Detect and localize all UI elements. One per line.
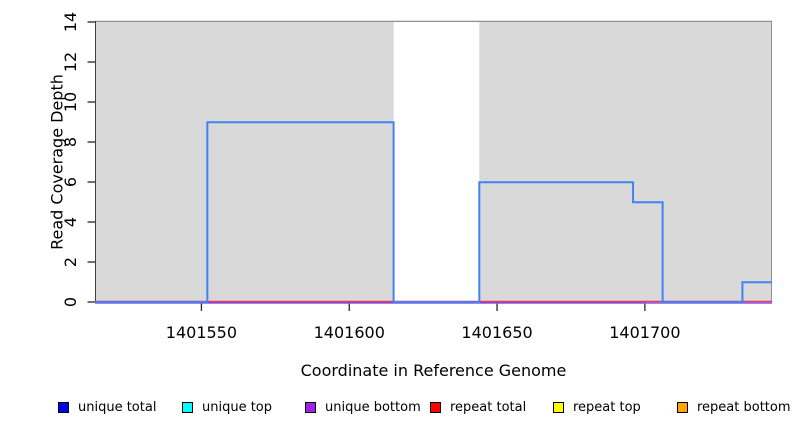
legend-label: unique bottom	[325, 399, 421, 415]
y-tick-label: 8	[61, 137, 80, 147]
legend-item-unique-bottom: unique bottom	[305, 397, 421, 417]
x-tick-label: 1401700	[609, 323, 680, 342]
legend-label: unique top	[202, 399, 273, 415]
series-unique-total	[95, 121, 772, 304]
y-tick-label: 6	[61, 177, 80, 187]
y-tick-label: 10	[61, 92, 80, 112]
x-tick-label: 1401550	[166, 323, 237, 342]
x-tick-label: 1401600	[314, 323, 385, 342]
y-tick-label: 12	[61, 52, 80, 72]
y-tick-label: 0	[61, 297, 80, 307]
y-tick-label: 2	[61, 257, 80, 267]
legend-swatch	[677, 401, 688, 413]
legend: unique total unique top unique bottom repea…	[0, 397, 792, 419]
y-tick-label: 4	[61, 217, 80, 227]
legend-label: repeat total	[450, 399, 527, 415]
legend-swatch	[430, 401, 441, 413]
x-tick-label: 1401650	[461, 323, 532, 342]
legend-label: unique total	[78, 399, 157, 415]
repeat-region-shading	[479, 22, 772, 302]
legend-swatch	[305, 401, 316, 413]
x-axis-label: Coordinate in Reference Genome	[300, 361, 567, 380]
y-tick-label: 14	[61, 12, 80, 32]
legend-item-repeat-total: repeat total	[430, 397, 526, 417]
legend-item-repeat-top: repeat top	[553, 397, 641, 417]
legend-swatch	[553, 401, 564, 413]
y-axis-label: Read Coverage Depth	[47, 74, 67, 250]
legend-swatch	[58, 401, 69, 413]
legend-item-unique-top: unique top	[182, 397, 272, 417]
legend-label: repeat bottom	[697, 399, 791, 415]
repeat-region-shading	[95, 22, 394, 302]
legend-item-unique-total: unique total	[58, 397, 156, 417]
legend-label: repeat top	[573, 399, 641, 415]
legend-swatch	[182, 401, 193, 413]
legend-item-repeat-bottom: repeat bottom	[677, 397, 791, 417]
